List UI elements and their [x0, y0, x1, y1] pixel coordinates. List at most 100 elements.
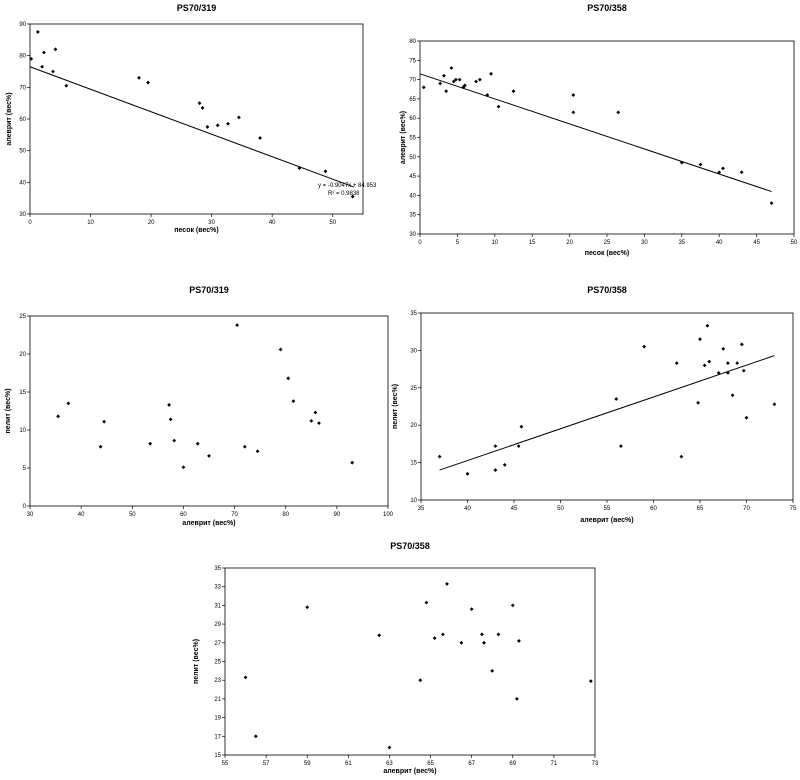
data-point — [721, 166, 725, 171]
plot-area-frame — [419, 40, 795, 235]
data-point — [496, 632, 501, 637]
chart-silt-clay-ps70-319: PS70/319 30 40 50 60 70 80 90 100 0 5 10 15 20 25 алевр… — [5, 285, 394, 527]
y-tick-label: 20 — [19, 352, 26, 358]
data-point — [717, 170, 722, 175]
data-point — [421, 85, 426, 90]
trendline — [29, 66, 355, 188]
y-tick-label: 70 — [19, 85, 26, 91]
data-point — [297, 166, 302, 170]
y-axis-label: алеврит (вес%) — [400, 111, 407, 164]
x-tick-label: 45 — [511, 506, 518, 512]
data-point — [305, 605, 310, 610]
y-tick-label: 70 — [409, 78, 416, 84]
y-tick-label: 60 — [19, 117, 26, 123]
data-point — [772, 402, 777, 407]
x-tick-label: 15 — [529, 240, 536, 246]
data-point — [437, 454, 442, 459]
data-point — [440, 632, 445, 637]
data-point — [449, 66, 454, 70]
x-tick-label: 50 — [329, 220, 336, 226]
data-point — [309, 418, 314, 423]
x-tick-label: 59 — [304, 761, 311, 767]
data-point — [40, 64, 45, 69]
x-tick-label: 65 — [427, 761, 434, 767]
data-point — [98, 444, 103, 449]
data-point — [485, 93, 490, 97]
data-point — [721, 347, 726, 351]
data-point — [459, 640, 464, 645]
data-point — [195, 441, 200, 446]
data-point — [317, 421, 321, 426]
y-tick-label: 30 — [410, 348, 417, 354]
data-point — [451, 79, 456, 84]
x-tick-label: 30 — [208, 220, 215, 226]
y-tick-label: 0 — [23, 504, 27, 510]
x-tick-label: 65 — [697, 506, 704, 512]
data-point — [278, 347, 283, 352]
data-point — [480, 632, 484, 637]
x-tick-label: 61 — [345, 761, 352, 767]
data-point — [313, 410, 318, 415]
x-tick-label: 30 — [27, 512, 34, 518]
data-point — [168, 417, 173, 422]
data-point — [716, 370, 721, 375]
data-point — [730, 393, 735, 398]
chart-title: PS70/319 — [189, 285, 229, 295]
x-tick-label: 50 — [129, 512, 136, 518]
data-point — [350, 194, 355, 199]
data-point — [148, 441, 153, 446]
data-point — [442, 73, 446, 78]
y-tick-label: 10 — [19, 428, 26, 434]
x-tick-label: 55 — [604, 506, 611, 512]
data-point — [42, 50, 46, 55]
x-tick-label: 40 — [78, 512, 85, 518]
x-tick-label: 50 — [791, 240, 798, 246]
data-point — [489, 71, 493, 76]
plot-area-frame — [420, 312, 794, 501]
x-tick-label: 40 — [269, 220, 276, 226]
y-tick-label: 50 — [19, 149, 26, 155]
data-point — [469, 607, 474, 612]
data-point — [387, 745, 392, 750]
data-point — [200, 106, 205, 110]
y-tick-label: 15 — [410, 461, 417, 467]
plot-area-frame — [29, 23, 364, 215]
y-tick-label: 25 — [410, 386, 417, 392]
x-tick-label: 0 — [28, 220, 32, 226]
data-point — [616, 110, 621, 115]
chart-sand-silt-ps70-358: PS70/358 0 5 10 15 20 25 30 35 40 45 50 30 35 40 45 50 55… — [400, 3, 798, 257]
trendline — [419, 73, 772, 193]
y-tick-label: 15 — [214, 753, 221, 759]
data-point — [29, 56, 34, 61]
y-tick-label: 80 — [409, 39, 416, 45]
chart-silt-clay-ps70-358: PS70/358 35 40 45 50 55 60 65 70 75 10 15 20 25 30 35 ал… — [392, 285, 797, 524]
data-point — [679, 454, 684, 459]
data-point — [502, 462, 507, 467]
data-point — [511, 89, 516, 94]
data-point — [236, 115, 241, 120]
data-point — [735, 361, 740, 366]
data-point — [769, 201, 774, 206]
x-tick-label: 50 — [557, 506, 564, 512]
data-point — [510, 603, 515, 608]
data-point — [454, 77, 458, 82]
y-axis-label: пелит (вес%) — [392, 384, 399, 429]
x-tick-label: 10 — [491, 240, 498, 246]
data-point — [66, 401, 71, 406]
data-point — [235, 323, 240, 328]
data-point — [739, 342, 744, 347]
x-axis-label: песок (вес%) — [585, 250, 629, 257]
data-point — [457, 77, 462, 82]
x-tick-label: 55 — [222, 761, 229, 767]
x-tick-label: 67 — [468, 761, 475, 767]
data-point — [517, 639, 521, 643]
x-axis-label: алеврит (вес%) — [580, 517, 633, 524]
data-point — [571, 110, 576, 115]
y-tick-label: 5 — [23, 466, 27, 472]
data-point — [444, 89, 449, 94]
y-tick-label: 50 — [409, 155, 416, 161]
y-tick-label: 30 — [19, 212, 26, 218]
data-point — [588, 679, 593, 684]
data-point — [64, 83, 69, 88]
data-point — [614, 397, 619, 401]
